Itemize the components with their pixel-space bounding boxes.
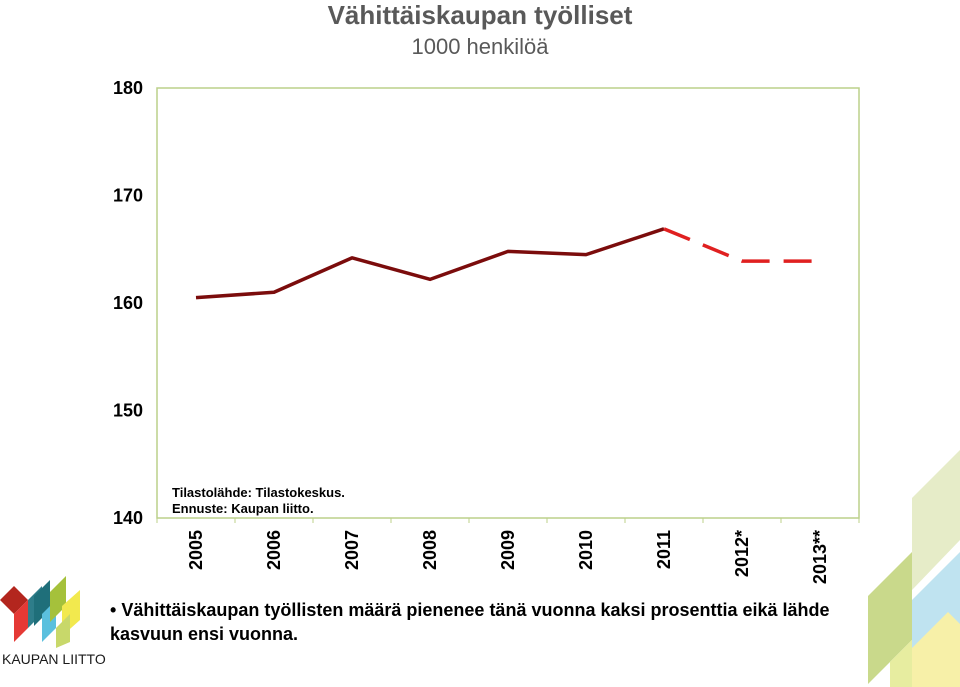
x-tick-label: 2013** [810, 530, 830, 584]
y-tick-label: 140 [113, 508, 143, 528]
source-note-line-1: Tilastolähde: Tilastokeskus. [172, 485, 345, 500]
y-axis-ticks: 140 150 160 170 180 [113, 78, 143, 528]
logo-text: KAUPAN LIITTO [2, 651, 106, 667]
bullet-text: • Vähittäiskaupan työllisten määrä piene… [110, 600, 830, 644]
kaupan-liitto-logo [0, 576, 80, 648]
decorative-shapes-right [868, 450, 960, 687]
x-tick-label: 2005 [186, 530, 206, 570]
x-tick-label: 2012* [732, 530, 752, 577]
x-tick-label: 2008 [420, 530, 440, 570]
x-tick-label: 2009 [498, 530, 518, 570]
chart-subtitle: 1000 henkilöä [411, 34, 549, 59]
y-tick-label: 160 [113, 293, 143, 313]
x-tick-label: 2011 [654, 530, 674, 569]
actual-series-line [195, 227, 665, 300]
x-tick-label: 2007 [342, 530, 362, 570]
x-tick-label: 2010 [576, 530, 596, 570]
y-tick-label: 150 [113, 401, 143, 421]
chart-series [195, 227, 820, 300]
x-axis-ticks: 2005 2006 2007 2008 2009 2010 2011 2012* 2013** [156, 518, 860, 584]
source-note-line-2: Ennuste: Kaupan liitto. [172, 501, 314, 516]
bullet-text-content: Vähittäiskaupan työllisten määrä pienene… [110, 600, 830, 644]
chart-axes [156, 87, 860, 519]
y-tick-label: 180 [113, 78, 143, 98]
forecast-series-line [663, 227, 820, 263]
x-tick-label: 2006 [264, 530, 284, 570]
y-tick-label: 170 [113, 186, 143, 206]
chart-title: Vähittäiskaupan työlliset [327, 0, 633, 30]
